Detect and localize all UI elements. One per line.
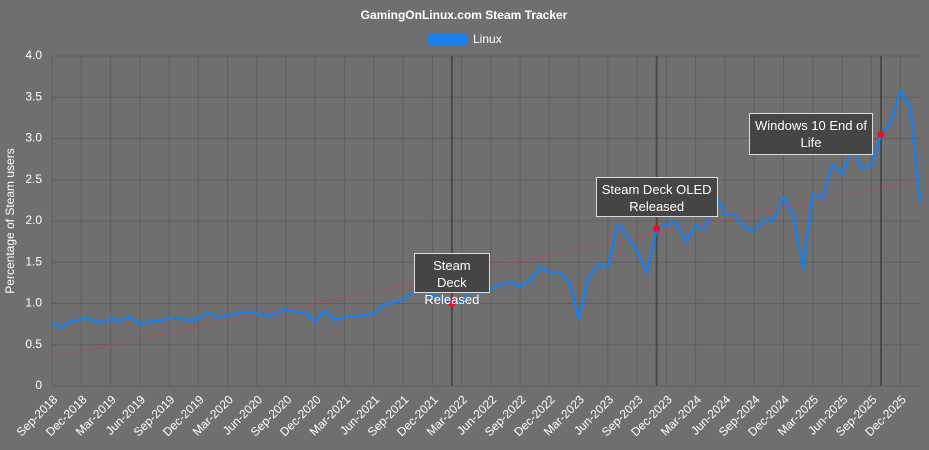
y-tick-label: 3.5: [25, 89, 42, 103]
y-tick-label: 0: [35, 378, 42, 392]
y-tick-label: 1.0: [25, 296, 42, 310]
legend-label: Linux: [473, 32, 502, 46]
legend-swatch: [427, 34, 467, 46]
y-tick-label: 4.0: [25, 48, 42, 62]
y-axis-title: Percentage of Steam users: [3, 148, 17, 293]
trend-line: [51, 178, 921, 358]
annotation: Steam Deck OLED Released: [595, 177, 718, 218]
y-tick-label: 1.5: [25, 254, 42, 268]
y-tick-label: 0.5: [25, 337, 42, 351]
event-marker: [448, 300, 456, 307]
y-tick-label: 2.0: [25, 213, 42, 227]
annotation: Windows 10 End of Life: [748, 113, 873, 156]
annotation: Steam Deck Released: [413, 252, 490, 307]
y-tick-label: 3.0: [25, 131, 42, 145]
y-tick-label: 2.5: [25, 172, 42, 186]
event-marker: [653, 224, 661, 232]
event-marker: [877, 130, 885, 138]
chart-title: GamingOnLinux.com Steam Tracker: [361, 8, 568, 22]
